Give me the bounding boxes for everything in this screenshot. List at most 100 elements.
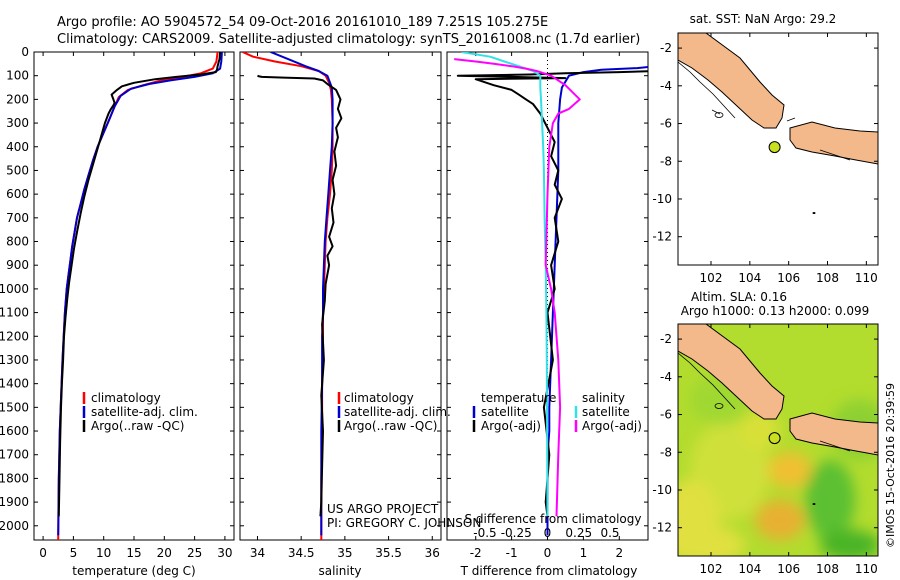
sst-map-title: sat. SST: NaN Argo: 29.2 xyxy=(690,12,837,26)
depth-tick-label: 1500 xyxy=(0,400,29,414)
legend-salinity-title: salinity xyxy=(582,391,625,405)
temperature-axes-box xyxy=(33,51,235,541)
x-tick-label: 5 xyxy=(70,546,78,560)
legend-temperature-title: temperature xyxy=(481,391,556,405)
top-x-tick-label: -0.25 xyxy=(501,526,532,540)
depth-tick-label: 700 xyxy=(6,211,29,225)
depth-tick-label: 1100 xyxy=(0,306,29,320)
map-lon-tick-label: 106 xyxy=(777,562,800,576)
series-argo-raw-qc-line xyxy=(57,52,222,517)
x-tick-label: -1 xyxy=(506,546,518,560)
legend-satellite-adj-label: satellite-adj. clim. xyxy=(344,405,451,419)
depth-tick-label: 900 xyxy=(6,258,29,272)
sla-map-ticks: -2 -4 -6 -8 -10 -12 102 104 106 108 110 xyxy=(652,324,878,576)
x-tick-label: 35.5 xyxy=(375,546,402,560)
map-lon-tick-label: 102 xyxy=(700,271,723,285)
difference-legend: temperature salinity satellite Argo(-adj… xyxy=(472,391,642,433)
depth-tick-label: 0 xyxy=(21,45,29,59)
map-lat-tick-label: -6 xyxy=(660,408,672,422)
project-name: US ARGO PROJECT xyxy=(327,502,439,516)
legend-s-satellite-label: satellite xyxy=(582,405,630,419)
island-outline xyxy=(812,212,816,214)
java-landmass xyxy=(789,121,878,165)
island-outline xyxy=(812,503,816,505)
coastline-contour xyxy=(678,352,851,452)
map-lat-tick-label: -10 xyxy=(652,483,672,497)
map-lat-tick-label: -2 xyxy=(660,332,672,346)
map-lat-tick-label: -4 xyxy=(660,370,672,384)
x-tick-label: 0 xyxy=(39,546,47,560)
depth-tick-label: 1600 xyxy=(0,424,29,438)
depth-tick-label: 100 xyxy=(6,69,29,83)
map-lat-tick-label: -10 xyxy=(652,192,672,206)
map-lat-tick-label: -8 xyxy=(660,154,672,168)
legend-climatology-label: climatology xyxy=(91,391,161,405)
legend-s-argo-label: Argo(-adj) xyxy=(582,419,642,433)
salinity-xlabel: salinity xyxy=(318,564,361,578)
series-satellite-adj-clim-line xyxy=(57,52,223,536)
map-lat-tick-label: -4 xyxy=(660,79,672,93)
x-tick-label: 36 xyxy=(425,546,440,560)
depth-tick-label: 2000 xyxy=(0,519,29,533)
depth-tick-label: 1300 xyxy=(0,353,29,367)
salinity-lines xyxy=(242,52,343,540)
x-tick-label: 0 xyxy=(544,546,552,560)
depth-tick-label: 1700 xyxy=(0,448,29,462)
island-outline xyxy=(714,112,724,118)
series-satellite-adj-clim-line xyxy=(270,52,334,536)
legend-t-satellite-label: satellite xyxy=(481,405,529,419)
depth-tick-label: 800 xyxy=(6,235,29,249)
map-lon-tick-label: 106 xyxy=(777,271,800,285)
depth-tick-label: 300 xyxy=(6,116,29,130)
x-tick-label: 34 xyxy=(250,546,265,560)
sst-map: sat. SST: NaN Argo: 29.2 -2 -4 -6 -8 -10 -12 1… xyxy=(652,12,879,285)
x-tick-label: 25 xyxy=(187,546,202,560)
difference-lines xyxy=(454,52,648,536)
temperature-ticks: 0 5 10 15 20 25 30 xyxy=(34,51,234,560)
salinity-axes-box xyxy=(239,51,442,541)
salinity-legend: climatology satellite-adj. clim. Argo(..… xyxy=(337,391,451,433)
depth-tick-label: 1800 xyxy=(0,471,29,485)
x-tick-label: 10 xyxy=(96,546,111,560)
temperature-xlabel: temperature (deg C) xyxy=(72,564,195,578)
salinity-ticks: 34 34.5 35 35.5 36 xyxy=(240,51,441,560)
series-s-argo-adj-line xyxy=(454,58,581,517)
map-lat-tick-label: -8 xyxy=(660,445,672,459)
series-argo-raw-qc-line xyxy=(257,74,343,517)
sla-map-title-line1: Altim. SLA: 0.16 xyxy=(691,290,787,304)
map-lon-tick-label: 110 xyxy=(855,562,878,576)
depth-tick-label: 600 xyxy=(6,187,29,201)
float-position-marker xyxy=(768,432,781,445)
legend-t-argo-label: Argo(-adj) xyxy=(481,419,541,433)
x-tick-label: 15 xyxy=(126,546,141,560)
series-climatology-line xyxy=(242,52,334,540)
depth-tick-label: 1400 xyxy=(0,377,29,391)
depth-tick-label: 500 xyxy=(6,163,29,177)
x-tick-label: -2 xyxy=(470,546,482,560)
imos-watermark: ©IMOS 15-Oct-2016 20:39:59 xyxy=(884,383,897,548)
map-lon-tick-label: 108 xyxy=(816,271,839,285)
coastline-contour xyxy=(678,61,851,161)
map-lon-tick-label: 104 xyxy=(738,271,761,285)
depth-tick-label: 200 xyxy=(6,92,29,106)
sst-map-ticks: -2 -4 -6 -8 -10 -12 102 104 106 108 110 xyxy=(652,33,878,285)
series-climatology-line xyxy=(57,52,219,540)
depth-tick-label: 1000 xyxy=(0,282,29,296)
sumatra-landmass xyxy=(678,324,785,420)
x-tick-label: 1 xyxy=(580,546,588,560)
island-outline xyxy=(714,403,724,409)
top-x-tick-label: 0.25 xyxy=(565,526,592,540)
series-t-satellite-line xyxy=(546,65,648,536)
sst-map-frame xyxy=(677,32,879,266)
series-s-satellite-line xyxy=(461,52,549,517)
map-lat-tick-label: -12 xyxy=(652,521,672,535)
map-lon-tick-label: 108 xyxy=(816,562,839,576)
depth-tick-label: 400 xyxy=(6,140,29,154)
salinity-panel: 34 34.5 35 35.5 36 salinity climatology sate… xyxy=(239,51,481,578)
depth-tick-label: 1900 xyxy=(0,495,29,509)
sumatra-landmass xyxy=(678,33,785,129)
x-tick-label: 20 xyxy=(157,546,172,560)
x-tick-label: 30 xyxy=(217,546,232,560)
figure-title-line1: Argo profile: AO 5904572_54 09-Oct-2016 … xyxy=(57,15,548,30)
